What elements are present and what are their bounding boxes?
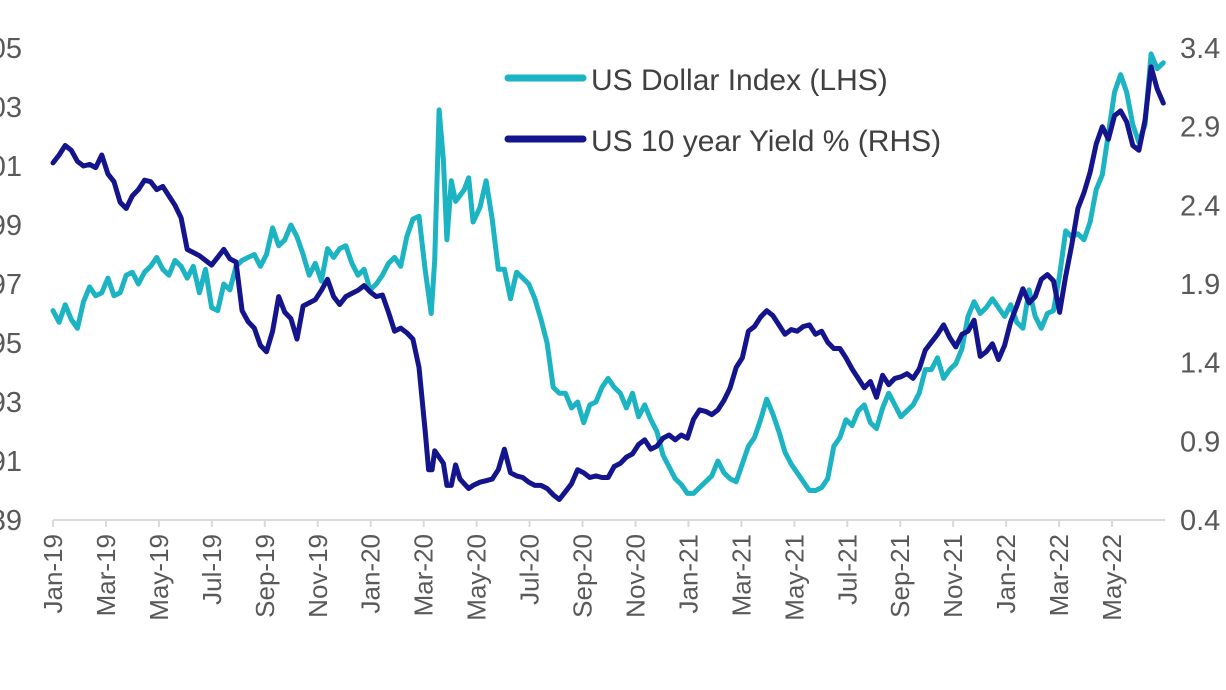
right-axis-tick-label: 2.4 bbox=[1180, 190, 1220, 222]
left-axis-tick-label: 91 bbox=[0, 446, 22, 478]
left-axis-ticks: 89 91 93 95 97 99 101 103 105 bbox=[0, 33, 22, 537]
legend-label-dollar: US Dollar Index (LHS) bbox=[591, 64, 888, 97]
x-axis-tick-label: Jul-21 bbox=[832, 534, 862, 605]
left-axis-tick-label: 95 bbox=[0, 328, 22, 360]
right-axis-tick-label: 0.4 bbox=[1180, 505, 1220, 537]
x-axis-tick-label: May-19 bbox=[144, 534, 174, 621]
right-axis-tick-label: 0.9 bbox=[1180, 426, 1220, 458]
left-axis-tick-label: 101 bbox=[0, 151, 22, 183]
x-axis-tick-label: May-21 bbox=[779, 534, 809, 621]
left-axis-tick-label: 97 bbox=[0, 269, 22, 301]
x-axis-tick-label: Jan-20 bbox=[356, 534, 386, 614]
x-axis-tick-label: May-22 bbox=[1097, 534, 1127, 621]
x-axis-tick-label: Jan-22 bbox=[991, 534, 1021, 614]
x-axis-tick-label: Jan-19 bbox=[38, 534, 68, 614]
x-axis-tick-label: Nov-19 bbox=[303, 534, 333, 618]
right-axis-tick-label: 1.4 bbox=[1180, 348, 1220, 380]
series-line-dollar-index bbox=[50, 51, 1166, 496]
x-axis-tick-label: Jan-21 bbox=[673, 534, 703, 614]
series-layer bbox=[50, 51, 1166, 502]
left-axis-tick-label: 89 bbox=[0, 505, 22, 537]
x-axis-tick-label: Sep-19 bbox=[250, 534, 280, 618]
x-axis-ticks: Jan-19 Mar-19 May-19 Jul-19 Sep-19 Nov-19 Jan-… bbox=[38, 520, 1127, 621]
x-axis-tick-label: Sep-20 bbox=[568, 534, 598, 618]
legend-item-yield: US 10 year Yield % (RHS) bbox=[504, 125, 941, 158]
x-axis-tick-label: Mar-19 bbox=[91, 534, 121, 616]
x-axis-tick-label: Sep-21 bbox=[885, 534, 915, 618]
x-axis-tick-label: Mar-20 bbox=[409, 534, 439, 616]
legend: US Dollar Index (LHS) US 10 year Yield %… bbox=[504, 64, 941, 158]
legend-label-yield: US 10 year Yield % (RHS) bbox=[591, 125, 941, 158]
series-line-10y-yield bbox=[50, 64, 1166, 502]
right-axis-tick-label: 3.4 bbox=[1180, 33, 1220, 65]
right-axis-tick-label: 1.9 bbox=[1180, 269, 1220, 301]
x-axis-tick-label: Jul-20 bbox=[515, 534, 545, 605]
x-axis-tick-label: Jul-19 bbox=[197, 534, 227, 605]
right-axis-ticks: 0.4 0.9 1.4 1.9 2.4 2.9 3.4 bbox=[1180, 33, 1220, 537]
x-axis-tick-label: Nov-21 bbox=[938, 534, 968, 618]
left-axis-tick-label: 93 bbox=[0, 387, 22, 419]
x-axis-tick-label: Nov-20 bbox=[620, 534, 650, 618]
x-axis-tick-label: Mar-21 bbox=[726, 534, 756, 616]
right-axis-tick-label: 2.9 bbox=[1180, 112, 1220, 144]
legend-item-dollar: US Dollar Index (LHS) bbox=[504, 64, 888, 97]
left-axis-tick-label: 99 bbox=[0, 210, 22, 242]
x-axis-tick-label: May-20 bbox=[462, 534, 492, 621]
left-axis-tick-label: 103 bbox=[0, 92, 22, 124]
left-axis-tick-label: 105 bbox=[0, 33, 22, 65]
x-axis-tick-label: Mar-22 bbox=[1044, 534, 1074, 616]
